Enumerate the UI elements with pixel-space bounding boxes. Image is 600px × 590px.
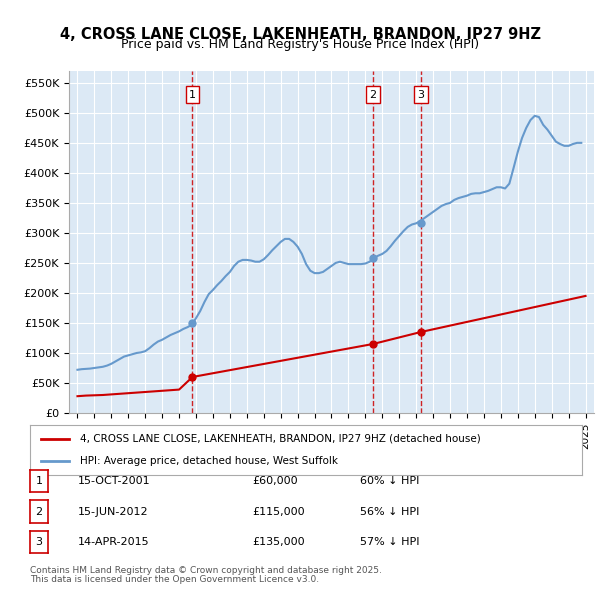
Text: Price paid vs. HM Land Registry's House Price Index (HPI): Price paid vs. HM Land Registry's House … xyxy=(121,38,479,51)
Text: 1: 1 xyxy=(189,90,196,100)
Text: 60% ↓ HPI: 60% ↓ HPI xyxy=(360,476,419,486)
Text: 56% ↓ HPI: 56% ↓ HPI xyxy=(360,507,419,516)
Text: 1: 1 xyxy=(35,476,43,486)
Text: 15-JUN-2012: 15-JUN-2012 xyxy=(78,507,149,516)
Text: 3: 3 xyxy=(35,537,43,547)
Text: 3: 3 xyxy=(418,90,425,100)
Text: 57% ↓ HPI: 57% ↓ HPI xyxy=(360,537,419,547)
Text: 2: 2 xyxy=(35,507,43,516)
Text: 14-APR-2015: 14-APR-2015 xyxy=(78,537,149,547)
Text: 4, CROSS LANE CLOSE, LAKENHEATH, BRANDON, IP27 9HZ (detached house): 4, CROSS LANE CLOSE, LAKENHEATH, BRANDON… xyxy=(80,434,481,444)
Text: 4, CROSS LANE CLOSE, LAKENHEATH, BRANDON, IP27 9HZ: 4, CROSS LANE CLOSE, LAKENHEATH, BRANDON… xyxy=(59,27,541,41)
Text: 2: 2 xyxy=(370,90,377,100)
Text: This data is licensed under the Open Government Licence v3.0.: This data is licensed under the Open Gov… xyxy=(30,575,319,584)
Text: £115,000: £115,000 xyxy=(252,507,305,516)
Text: Contains HM Land Registry data © Crown copyright and database right 2025.: Contains HM Land Registry data © Crown c… xyxy=(30,566,382,575)
Text: £60,000: £60,000 xyxy=(252,476,298,486)
Text: £135,000: £135,000 xyxy=(252,537,305,547)
Text: 15-OCT-2001: 15-OCT-2001 xyxy=(78,476,151,486)
Text: HPI: Average price, detached house, West Suffolk: HPI: Average price, detached house, West… xyxy=(80,456,338,466)
